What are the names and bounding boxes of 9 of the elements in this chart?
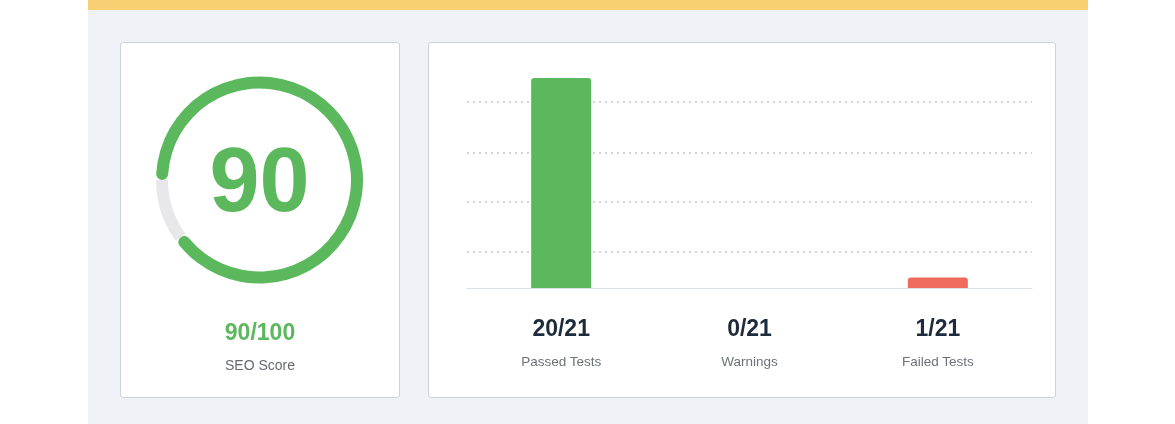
data-label: 90	[209, 130, 310, 230]
x-tick-label: Failed Tests	[901, 353, 974, 369]
data-label: 20/21	[532, 314, 591, 341]
data-label: 0/21	[727, 314, 773, 341]
data-label: 1/21	[915, 314, 961, 341]
text: 90/100	[224, 318, 296, 345]
text: SEO Score	[224, 357, 296, 373]
x-tick-label: Passed Tests	[521, 353, 602, 369]
x-tick-label: Warnings	[721, 353, 778, 369]
